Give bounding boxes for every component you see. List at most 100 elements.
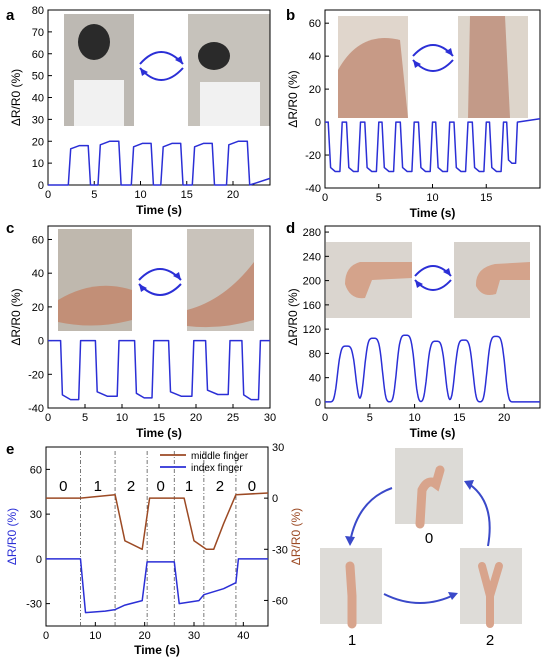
photo-ankle-shape xyxy=(58,285,132,326)
x-tick-label: 20 xyxy=(227,189,239,201)
arrows-icon xyxy=(412,44,454,72)
y2-tick-label: 30 xyxy=(272,442,284,454)
y-tick-label: 80 xyxy=(309,348,321,360)
photo-fist-shape xyxy=(345,262,412,299)
y-tick-label: 70 xyxy=(32,27,44,39)
gesture-state-label: 0 xyxy=(59,478,67,495)
y-tick-label: -20 xyxy=(28,369,44,381)
x-tick-label: 5 xyxy=(367,412,373,424)
y2-tick-label: 0 xyxy=(272,493,278,505)
series-line-middle-finger xyxy=(46,492,269,551)
gesture-state-label: 2 xyxy=(216,478,224,495)
y-tick-label: 20 xyxy=(32,136,44,148)
hand-shape xyxy=(478,562,503,628)
series-line-resistance xyxy=(325,118,541,173)
gesture-cycle-diagram: 0 1 2 xyxy=(320,448,522,649)
x-tick-label: 40 xyxy=(237,630,249,642)
x-tick-label: 0 xyxy=(45,189,51,201)
y-tick-label: 160 xyxy=(303,300,321,312)
photo-leg-shape xyxy=(468,16,510,118)
y-tick-label: 0 xyxy=(38,336,44,348)
gesture-label-2: 2 xyxy=(486,632,494,649)
x-tick-label: 20 xyxy=(139,630,151,642)
y-axis-label-left: ΔR/R0 (%) xyxy=(5,508,19,565)
y2-tick-label: -30 xyxy=(272,544,288,556)
y-tick-label: 60 xyxy=(32,234,44,246)
y-tick-label: -40 xyxy=(28,403,44,415)
panel-b-photos xyxy=(338,16,528,118)
y-tick-label: 0 xyxy=(38,180,44,192)
gesture-label-1: 1 xyxy=(348,632,356,649)
x-tick-label: 10 xyxy=(89,630,101,642)
arrows-icon xyxy=(138,268,182,296)
chart-panel-a: 0 5 10 15 20 0 10 20 30 40 50 60 70 80 Time (s) ΔR/R0 (… xyxy=(9,5,271,217)
x-tick-label: 15 xyxy=(453,412,465,424)
x-tick-label: 15 xyxy=(153,412,165,424)
x-tick-label: 5 xyxy=(82,412,88,424)
y-axis-label: ΔR/R0 (%) xyxy=(9,288,23,345)
panel-d-photos xyxy=(326,242,530,318)
y-tick-label: 40 xyxy=(309,51,321,63)
legend-label: middle finger xyxy=(191,451,249,462)
y-tick-label: 80 xyxy=(32,5,44,17)
series-line-resistance xyxy=(48,140,271,186)
chart-panel-c: 0 5 10 15 20 25 30 -40 -20 0 20 40 60 Time (s) ΔR/R0 (… xyxy=(9,225,276,440)
x-axis-label: Time (s) xyxy=(134,643,180,657)
x-axis-label: Time (s) xyxy=(410,206,456,220)
hand-shape xyxy=(345,561,357,629)
x-tick-label: 20 xyxy=(190,412,202,424)
y-tick-label: 40 xyxy=(32,93,44,105)
y-tick-label: 20 xyxy=(309,84,321,96)
x-tick-label: 15 xyxy=(181,189,193,201)
gesture-state-label: 1 xyxy=(94,478,102,495)
y-axis-label-right: ΔR/R0 (%) xyxy=(289,508,303,565)
x-axis-label: Time (s) xyxy=(136,203,182,217)
y-tick-label: 0 xyxy=(315,397,321,409)
y-tick-label: 40 xyxy=(309,373,321,385)
y-tick-label: -30 xyxy=(26,599,42,611)
panel-d-letter: d xyxy=(286,220,295,237)
y-tick-label: 30 xyxy=(30,509,42,521)
y-tick-label: 60 xyxy=(309,18,321,30)
x-tick-label: 0 xyxy=(322,192,328,204)
x-axis-label: Time (s) xyxy=(136,426,182,440)
y-tick-label: -20 xyxy=(305,150,321,162)
gesture-state-label: 1 xyxy=(185,478,193,495)
hand-shape xyxy=(415,465,445,529)
y-tick-label: 120 xyxy=(303,324,321,336)
x-tick-label: 10 xyxy=(408,412,420,424)
y-tick-label: 50 xyxy=(32,71,44,83)
y-tick-label: 60 xyxy=(32,49,44,61)
x-tick-label: 15 xyxy=(480,192,492,204)
x-tick-label: 5 xyxy=(91,189,97,201)
x-tick-label: 0 xyxy=(43,630,49,642)
gesture-state-label: 2 xyxy=(127,478,135,495)
series-line-resistance xyxy=(324,334,541,403)
x-tick-label: 0 xyxy=(322,412,328,424)
y-tick-label: 240 xyxy=(303,251,321,263)
photo-shirt-shape xyxy=(200,82,260,126)
y-axis-label: ΔR/R0 (%) xyxy=(9,69,23,126)
x-tick-label: 20 xyxy=(498,412,510,424)
y-tick-label: 280 xyxy=(303,227,321,239)
y-tick-label: 60 xyxy=(30,464,42,476)
y2-tick-label: -60 xyxy=(272,595,288,607)
x-tick-label: 10 xyxy=(116,412,128,424)
photo-head-shape xyxy=(78,24,110,60)
cycle-arrows-icon xyxy=(345,480,491,604)
y-tick-label: 20 xyxy=(32,302,44,314)
y-tick-label: 40 xyxy=(32,268,44,280)
y-axis-label: ΔR/R0 (%) xyxy=(286,288,300,345)
photo-shirt-shape xyxy=(74,80,124,126)
photo-knee-shape xyxy=(338,38,408,118)
series-line-index-finger xyxy=(46,558,268,614)
x-tick-label: 30 xyxy=(264,412,276,424)
x-tick-label: 5 xyxy=(376,192,382,204)
x-tick-label: 10 xyxy=(134,189,146,201)
legend-label: index finger xyxy=(191,463,243,474)
gesture-state-label: 0 xyxy=(248,478,256,495)
gesture-state-label: 0 xyxy=(157,478,165,495)
y-tick-label: -40 xyxy=(305,183,321,195)
chart-panel-b: 0 5 10 15 -40 -20 0 20 40 60 Time (s) ΔR/R0 (%) xyxy=(286,9,541,220)
